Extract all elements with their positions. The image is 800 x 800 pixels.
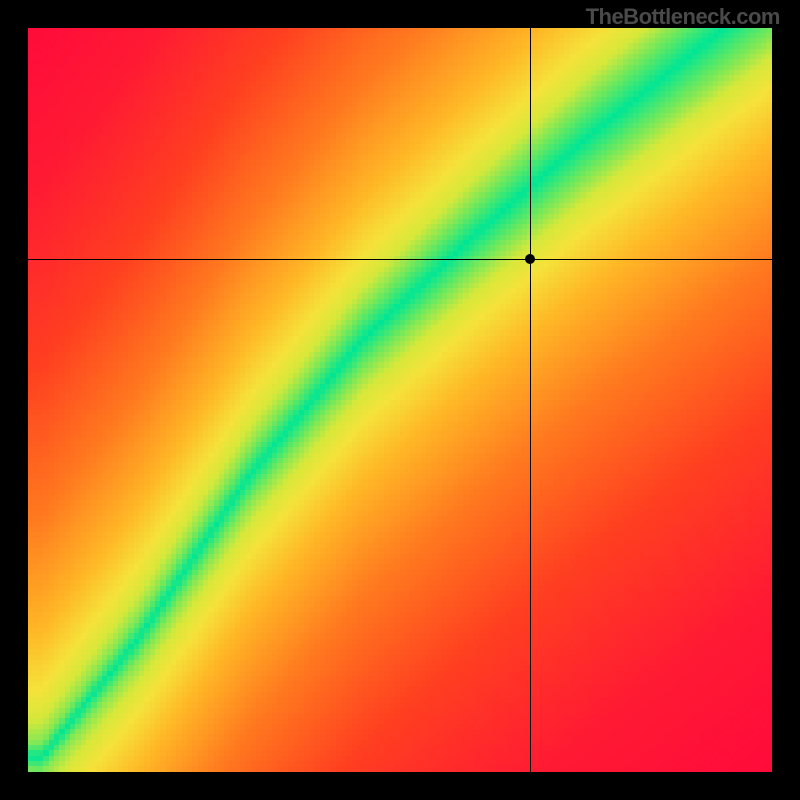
chart-container: TheBottleneck.com <box>0 0 800 800</box>
heatmap-canvas <box>28 28 772 772</box>
crosshair-marker <box>525 254 535 264</box>
watermark-text: TheBottleneck.com <box>586 4 780 30</box>
crosshair-vertical <box>530 28 531 772</box>
crosshair-horizontal <box>28 259 772 260</box>
